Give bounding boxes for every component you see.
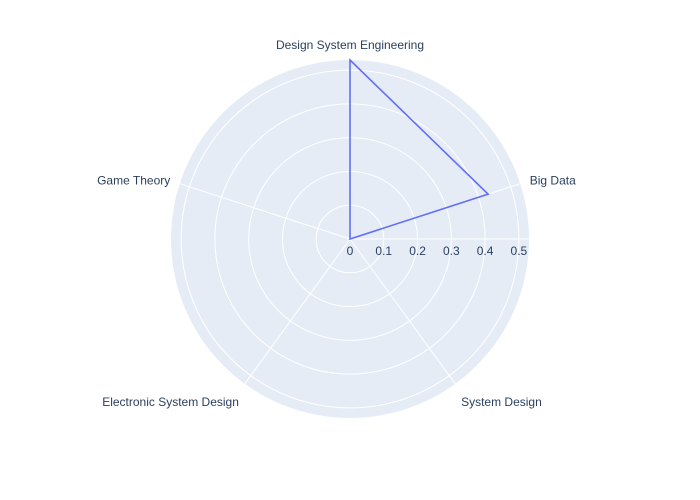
radial-tick-label: 0.1 [375,244,392,258]
angular-axis-label: Big Data [530,174,576,188]
angular-grid-line [244,238,351,385]
label-layer: Design System Engineering Big Data System … [97,38,576,409]
angular-grid-line [179,183,351,240]
angular-axis-label: Game Theory [97,174,170,188]
series-line [349,58,490,241]
angular-grid-line [349,238,456,385]
angular-axis-label: Design System Engineering [276,38,424,52]
radial-tick-label: 0 [347,244,354,258]
radial-tick-label: 0.4 [477,244,494,258]
series-layer [349,58,490,241]
radial-tick-label: 0.2 [409,244,426,258]
radial-tick-label: 0.3 [443,244,460,258]
radial-tick-label: 0.5 [511,244,528,258]
angular-axis-label: System Design [461,395,542,409]
angular-axis-label: Electronic System Design [102,395,239,409]
